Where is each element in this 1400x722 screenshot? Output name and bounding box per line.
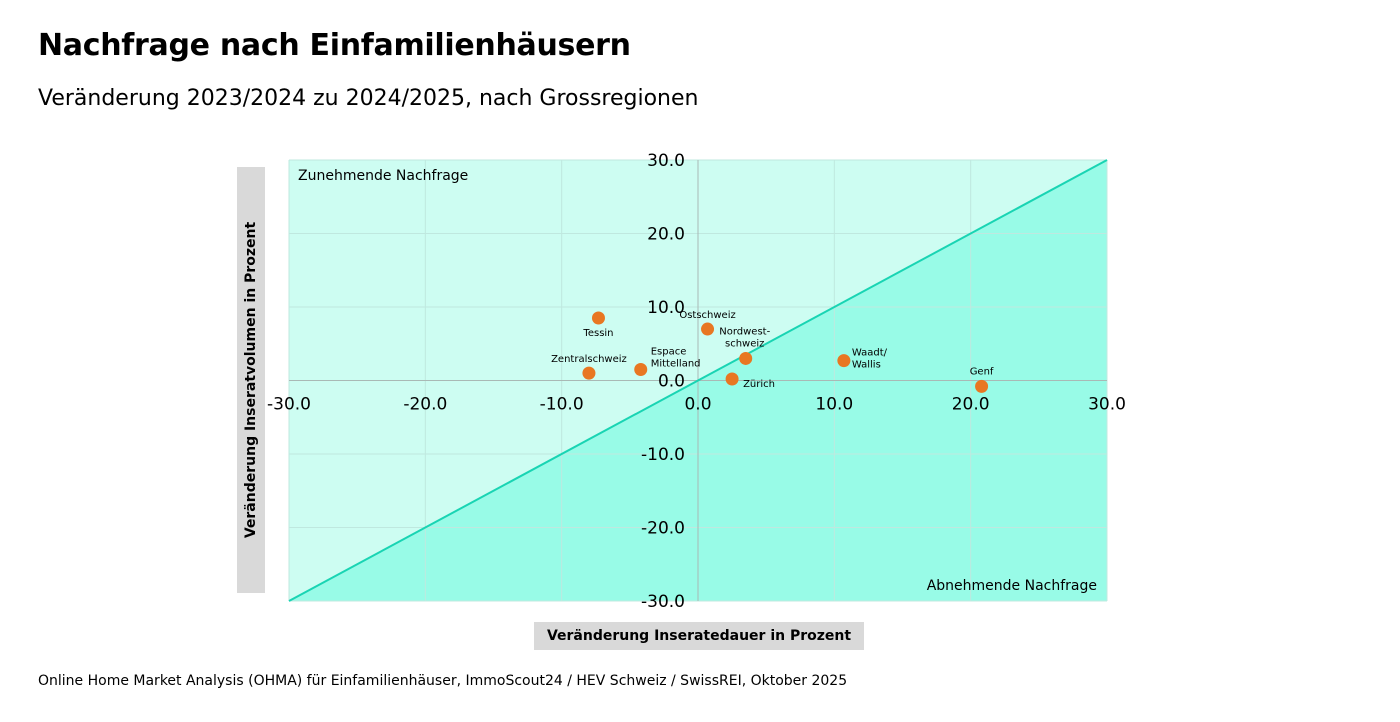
chart-title: Nachfrage nach Einfamilienhäusern	[38, 28, 631, 63]
data-label: Mittelland	[651, 358, 701, 369]
data-label: Genf	[970, 366, 994, 377]
x-tick-label: 30.0	[1088, 395, 1126, 415]
x-axis-label: Veränderung Inseratedauer in Prozent	[534, 622, 864, 650]
data-label: Waadt/	[852, 348, 888, 359]
x-tick-label: 10.0	[815, 395, 853, 415]
source-note: Online Home Market Analysis (OHMA) für E…	[38, 673, 848, 689]
reference-line-diagonal	[288, 159, 1108, 602]
y-tick-label: 30.0	[647, 151, 685, 171]
region-label-increasing: Zunehmende Nachfrage	[298, 168, 468, 184]
data-point	[739, 351, 753, 365]
data-label: Wallis	[852, 360, 881, 371]
data-point	[582, 366, 596, 380]
data-label: Ostschweiz	[679, 310, 735, 321]
x-tick-label: 0.0	[684, 395, 711, 415]
x-tick-label: -10.0	[540, 395, 584, 415]
data-point	[837, 354, 851, 368]
y-tick-label: 10.0	[647, 298, 685, 318]
data-label: Nordwest-	[719, 326, 770, 337]
data-label: Zürich	[743, 379, 775, 390]
y-tick-label: -10.0	[641, 445, 685, 465]
y-tick-label: -30.0	[641, 592, 685, 612]
data-label: Espace	[651, 346, 687, 357]
data-point	[591, 311, 605, 325]
data-point	[634, 362, 648, 376]
y-axis-label-box	[237, 167, 265, 593]
data-label: Zentralschweiz	[551, 354, 627, 365]
y-tick-label: -20.0	[641, 519, 685, 539]
x-tick-label: -20.0	[403, 395, 447, 415]
y-tick-label: 0.0	[658, 372, 685, 392]
data-label: Tessin	[582, 328, 613, 339]
x-tick-label: 20.0	[952, 395, 990, 415]
data-point	[701, 322, 715, 336]
y-tick-label: 20.0	[647, 225, 685, 245]
x-tick-label: -30.0	[267, 395, 311, 415]
data-point	[725, 372, 739, 386]
chart-subtitle: Veränderung 2023/2024 zu 2024/2025, nach…	[38, 86, 699, 111]
data-label: schweiz	[725, 338, 764, 349]
region-label-decreasing: Abnehmende Nachfrage	[927, 578, 1097, 594]
data-point	[975, 379, 989, 393]
